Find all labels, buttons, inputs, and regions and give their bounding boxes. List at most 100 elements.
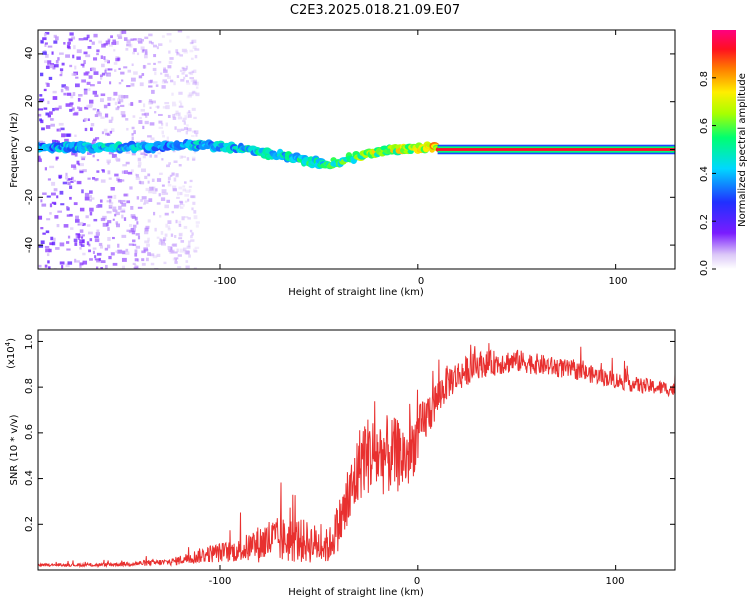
noise-speckle [93, 33, 98, 38]
noise-speckle [40, 119, 44, 124]
noise-speckle [72, 112, 78, 116]
noise-speckle [149, 186, 154, 191]
snr-ticks [38, 340, 675, 570]
noise-speckle [109, 130, 113, 134]
noise-speckle [89, 103, 94, 107]
noise-speckle [115, 221, 119, 225]
noise-speckle [108, 44, 113, 47]
noise-speckle [82, 252, 86, 256]
noise-speckle [56, 195, 59, 199]
noise-speckle [161, 85, 166, 89]
noise-speckle [58, 128, 61, 132]
noise-speckle [154, 154, 158, 158]
noise-speckle [107, 73, 112, 76]
noise-speckle [120, 111, 126, 116]
noise-speckle [121, 170, 126, 174]
noise-speckle [56, 140, 60, 144]
noise-speckle [81, 189, 84, 194]
noise-speckle [174, 261, 178, 264]
noise-speckle [74, 219, 80, 223]
noise-speckle [138, 100, 143, 103]
noise-speckle [38, 215, 43, 220]
noise-speckle [154, 140, 157, 143]
noise-speckle [176, 196, 180, 199]
noise-speckle [130, 101, 134, 106]
noise-speckle [135, 233, 140, 236]
noise-speckle [61, 62, 65, 66]
top-ytick-40: 40 [24, 47, 35, 60]
noise-speckle [185, 80, 189, 83]
noise-speckle [181, 66, 185, 70]
noise-speckle [79, 262, 84, 266]
noise-speckle [134, 258, 139, 262]
noise-speckle [67, 261, 73, 265]
noise-speckle [116, 34, 122, 37]
noise-speckle [43, 32, 47, 37]
noise-speckle [132, 115, 136, 118]
noise-speckle [185, 250, 190, 255]
noise-speckle [84, 106, 89, 110]
noise-speckle [141, 250, 146, 254]
noise-speckle [43, 49, 47, 53]
noise-speckle [179, 201, 184, 205]
noise-speckle [181, 72, 185, 75]
noise-speckle [172, 103, 177, 107]
noise-speckle [178, 91, 183, 95]
noise-speckle [125, 47, 129, 51]
noise-speckle [121, 234, 127, 238]
noise-speckle [162, 134, 166, 138]
noise-speckle [133, 224, 137, 228]
noise-speckle [186, 82, 191, 85]
noise-speckle [159, 238, 162, 242]
noise-speckle [168, 50, 171, 54]
noise-speckle [151, 41, 154, 45]
noise-speckle [173, 177, 177, 182]
noise-speckle [80, 236, 84, 239]
noise-speckle [192, 79, 198, 84]
noise-speckle [45, 248, 50, 253]
noise-speckle [53, 237, 56, 242]
noise-speckle [90, 123, 95, 127]
noise-speckle [125, 150, 131, 154]
noise-speckle [88, 88, 91, 92]
noise-speckle [55, 247, 60, 250]
noise-speckle [59, 68, 64, 72]
noise-speckle [179, 248, 185, 253]
noise-speckle [194, 54, 198, 59]
noise-speckle [171, 92, 174, 96]
noise-speckle [149, 253, 155, 257]
noise-speckle [172, 185, 177, 189]
noise-speckle [156, 178, 162, 182]
noise-speckle [48, 248, 52, 253]
noise-speckle [107, 38, 111, 42]
noise-speckle [104, 59, 109, 63]
noise-speckle [100, 116, 105, 119]
noise-speckle [186, 111, 192, 115]
noise-speckle [46, 253, 50, 257]
noise-speckle [56, 223, 60, 228]
snr-series-line [38, 343, 675, 569]
noise-speckle [103, 56, 106, 60]
noise-speckle [117, 101, 121, 104]
noise-speckle [158, 241, 163, 245]
noise-speckle [178, 164, 182, 167]
noise-speckle [156, 236, 160, 239]
noise-speckle [139, 116, 142, 120]
noise-speckle [71, 151, 76, 156]
noise-speckle [38, 157, 41, 162]
noise-speckle [114, 101, 118, 106]
noise-speckle [60, 203, 65, 206]
noise-speckle [195, 221, 200, 224]
noise-speckle [95, 178, 99, 181]
noise-speckle [125, 248, 129, 252]
noise-speckle [191, 40, 194, 44]
noise-speckle [178, 105, 184, 108]
noise-speckle [69, 108, 73, 112]
noise-speckle [163, 67, 166, 71]
noise-speckle [188, 188, 192, 193]
noise-speckle [120, 95, 126, 99]
noise-speckle [42, 192, 47, 195]
noise-speckle [185, 260, 189, 263]
noise-speckle [169, 39, 172, 43]
snr-series-group [38, 343, 675, 569]
